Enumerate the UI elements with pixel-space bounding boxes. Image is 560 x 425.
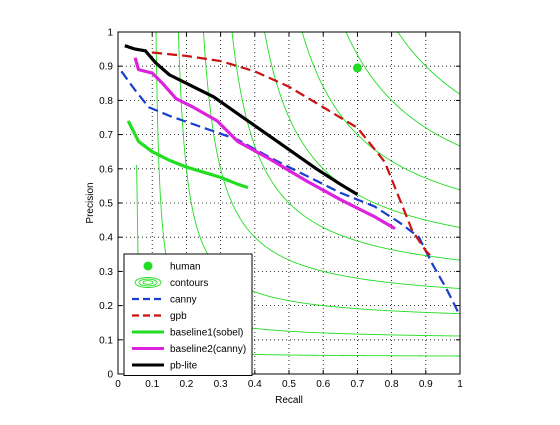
- x-tick-label: 0.4: [248, 379, 262, 390]
- human-point: [352, 63, 362, 73]
- legend-label-gpb: gpb: [170, 311, 187, 322]
- x-tick-label: 0.1: [145, 379, 159, 390]
- y-tick-label: 1: [107, 28, 113, 39]
- contour-line: [231, 32, 460, 261]
- y-tick-label: 0.9: [99, 62, 113, 73]
- y-tick-label: 0.3: [99, 267, 113, 278]
- legend-swatch-contours: [138, 278, 158, 287]
- legend-swatch-contours: [134, 277, 162, 288]
- legend: human contours canny gpb baseline1(sobel) bas…: [123, 253, 253, 376]
- x-tick-label: 0.7: [350, 379, 364, 390]
- legend-label-canny: canny: [170, 295, 197, 306]
- y-tick-label: 0.4: [99, 233, 113, 244]
- x-tick-label: 0.9: [419, 379, 433, 390]
- legend-label-baseline1-sobel: baseline1(sobel): [170, 328, 243, 339]
- y-tick-label: 0.8: [99, 96, 113, 107]
- y-tick-label: 0: [107, 370, 113, 381]
- grid: [118, 32, 460, 374]
- x-tick-label: 0.3: [214, 379, 228, 390]
- x-tick-label: 0.2: [179, 379, 193, 390]
- y-tick-label: 0.1: [99, 335, 113, 346]
- legend-label-baseline2-canny: baseline2(canny): [170, 344, 246, 355]
- x-axis-label: Recall: [275, 395, 303, 406]
- contour-line: [345, 32, 460, 147]
- y-tick-label: 0.7: [99, 130, 113, 141]
- y-tick-label: 0.5: [99, 199, 113, 210]
- series-lines: [120, 44, 460, 317]
- legend-swatch-contours: [142, 280, 154, 285]
- contour-line: [301, 32, 460, 191]
- legend-swatch-human: [143, 261, 153, 271]
- contour-line: [203, 32, 460, 289]
- x-tick-label: 1: [457, 379, 463, 390]
- legend-label-human: human: [170, 262, 201, 273]
- series-gpb-line: [152, 51, 434, 259]
- contour-line: [397, 32, 460, 95]
- x-tick-label: 0.8: [385, 379, 399, 390]
- x-tick-label: 0: [115, 379, 121, 390]
- y-axis-label: Precision: [85, 182, 96, 223]
- y-tick-label: 0.6: [99, 164, 113, 175]
- series-baseline1-sobel-line: [126, 120, 249, 190]
- ticks: 0 0.1 0.2 0.3 0.4 0.5 0.6 0.7 0.8 0.9 1 0 0.1 0.2 0.3 0…: [99, 28, 463, 391]
- series-canny-line: [120, 70, 460, 317]
- series-baseline2-canny-line: [133, 57, 396, 231]
- x-tick-label: 0.5: [282, 379, 296, 390]
- series-pb-lite-line: [124, 44, 359, 196]
- x-tick-label: 0.6: [316, 379, 330, 390]
- legend-label-contours: contours: [170, 278, 208, 289]
- legend-label-pb-lite: pb-lite: [170, 361, 198, 372]
- y-tick-label: 0.2: [99, 301, 113, 312]
